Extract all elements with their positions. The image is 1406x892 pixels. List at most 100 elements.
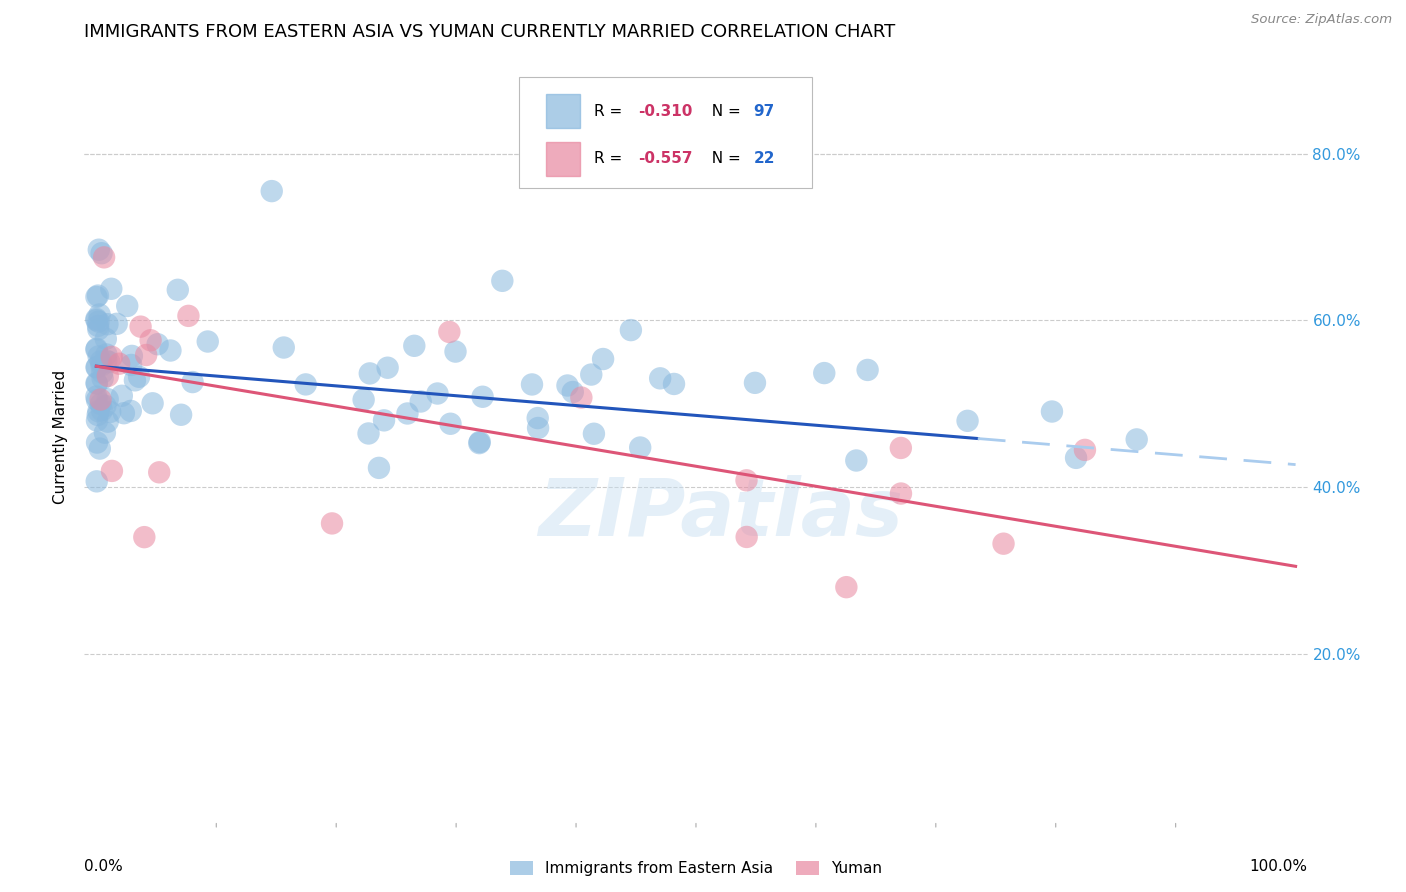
Point: [86, 392, 108, 407]
Point: [353, 392, 375, 407]
Point: [148, 465, 170, 479]
Point: [86, 312, 108, 326]
Point: [90, 403, 112, 417]
Point: [86, 342, 108, 356]
Point: [856, 363, 879, 377]
Text: -0.557: -0.557: [638, 152, 693, 167]
Point: [561, 384, 583, 399]
Text: R =: R =: [595, 103, 627, 119]
Point: [96, 317, 118, 331]
Point: [177, 309, 200, 323]
Point: [91, 366, 114, 380]
Text: -0.310: -0.310: [638, 103, 693, 119]
Point: [628, 441, 651, 455]
Point: [86, 360, 108, 375]
Text: 22: 22: [754, 152, 775, 167]
Point: [94, 425, 117, 440]
Point: [87, 288, 110, 302]
Point: [409, 394, 432, 409]
Point: [111, 389, 134, 403]
Point: [321, 516, 343, 531]
Point: [121, 349, 143, 363]
Point: [120, 358, 142, 372]
Point: [159, 343, 181, 358]
Point: [134, 530, 156, 544]
Point: [845, 453, 868, 467]
Point: [377, 360, 399, 375]
Point: [86, 376, 108, 390]
Point: [86, 414, 108, 428]
Point: [124, 373, 146, 387]
Point: [105, 317, 128, 331]
Text: R =: R =: [595, 152, 627, 167]
Point: [527, 421, 550, 435]
Point: [520, 377, 543, 392]
Point: [146, 337, 169, 351]
Point: [260, 184, 283, 198]
Point: [956, 414, 979, 428]
FancyBboxPatch shape: [546, 94, 579, 128]
Point: [97, 392, 120, 407]
Text: 0.0%: 0.0%: [84, 859, 124, 874]
Point: [170, 408, 193, 422]
Point: [86, 435, 108, 450]
Point: [97, 415, 120, 429]
FancyBboxPatch shape: [519, 77, 813, 188]
Point: [90, 246, 112, 260]
Point: [120, 404, 142, 418]
Point: [98, 355, 121, 369]
Point: [582, 426, 605, 441]
Text: 100.0%: 100.0%: [1250, 859, 1308, 874]
Point: [890, 441, 912, 455]
Point: [439, 417, 461, 431]
Point: [87, 243, 110, 257]
Point: [90, 359, 112, 373]
Point: [1074, 442, 1097, 457]
Point: [273, 341, 295, 355]
Point: [91, 371, 114, 385]
Point: [86, 313, 108, 327]
Point: [129, 319, 152, 334]
Point: [89, 308, 111, 322]
Point: [115, 299, 138, 313]
Point: [128, 369, 150, 384]
Text: ZIPatlas: ZIPatlas: [538, 475, 903, 553]
Point: [368, 461, 391, 475]
Point: [108, 357, 131, 371]
Point: [526, 411, 548, 425]
Point: [294, 377, 316, 392]
Point: [166, 283, 188, 297]
Point: [426, 386, 449, 401]
Point: [468, 436, 491, 450]
Point: [86, 475, 108, 489]
Point: [112, 406, 135, 420]
Point: [444, 344, 467, 359]
Point: [87, 318, 110, 333]
Point: [662, 376, 685, 391]
Text: N =: N =: [702, 103, 745, 119]
Text: Source: ZipAtlas.com: Source: ZipAtlas.com: [1251, 13, 1392, 27]
Point: [94, 399, 117, 413]
Text: 97: 97: [754, 103, 775, 119]
Point: [650, 371, 672, 385]
Point: [557, 378, 579, 392]
Point: [993, 537, 1015, 551]
Point: [439, 325, 461, 339]
Point: [86, 360, 108, 375]
Point: [100, 350, 122, 364]
Legend: Immigrants from Eastern Asia, Yuman: Immigrants from Eastern Asia, Yuman: [503, 855, 889, 882]
Point: [139, 333, 162, 347]
Point: [86, 290, 108, 304]
Point: [1125, 433, 1147, 447]
Point: [90, 397, 112, 411]
Point: [744, 376, 766, 390]
Point: [569, 391, 592, 405]
Point: [90, 392, 112, 407]
Point: [581, 368, 603, 382]
Point: [87, 322, 110, 336]
Point: [197, 334, 219, 349]
Point: [181, 375, 204, 389]
Text: N =: N =: [702, 152, 745, 167]
Point: [890, 486, 912, 500]
Point: [491, 274, 513, 288]
